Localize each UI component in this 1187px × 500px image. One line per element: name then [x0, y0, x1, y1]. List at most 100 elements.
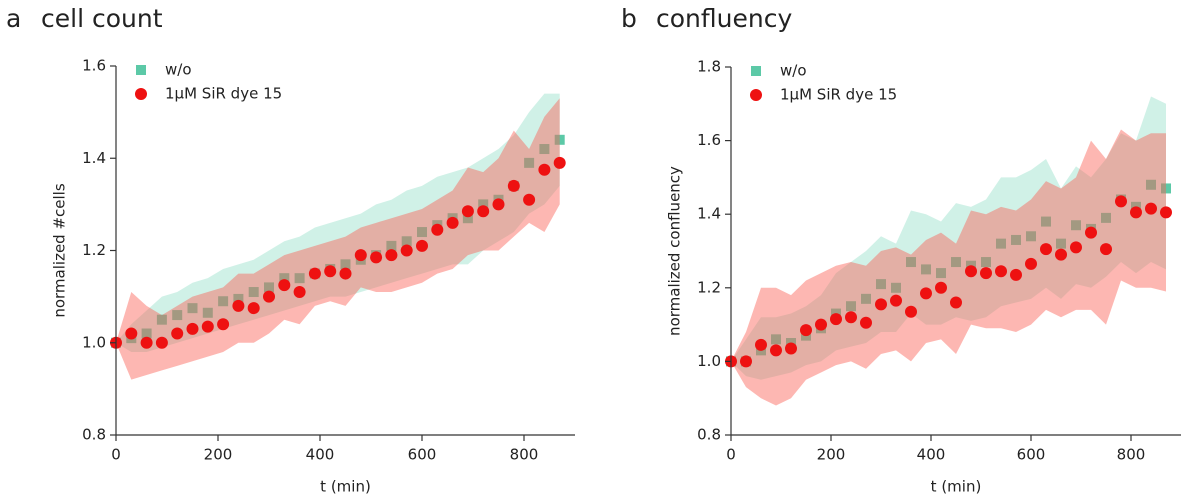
- data-point: [1145, 202, 1157, 215]
- data-point: [233, 293, 244, 304]
- data-point: [202, 307, 213, 318]
- y-tick-label: 1.6: [82, 57, 106, 75]
- data-point: [554, 134, 565, 145]
- data-point: [1161, 183, 1171, 194]
- x-tick-label: 400: [917, 446, 946, 464]
- data-point: [1040, 243, 1052, 256]
- data-point: [186, 322, 199, 335]
- data-point: [785, 342, 797, 355]
- data-point: [278, 279, 291, 292]
- x-tick-label: 600: [408, 446, 437, 464]
- data-point: [340, 259, 351, 270]
- data-point: [1160, 206, 1172, 219]
- data-point: [951, 257, 961, 268]
- data-point: [740, 355, 752, 368]
- data-point: [538, 163, 551, 176]
- y-tick-label: 1.2: [697, 278, 721, 296]
- panel-title: cell count: [41, 4, 163, 33]
- y-tick-label: 1.4: [697, 205, 721, 223]
- data-point: [553, 156, 566, 169]
- legend-marker: [136, 65, 146, 75]
- legend-marker: [135, 88, 147, 100]
- panel-label: a: [6, 4, 21, 33]
- data-point: [815, 318, 827, 331]
- legend-label: 1µM SiR dye 15: [165, 85, 282, 103]
- data-point: [400, 244, 413, 257]
- data-point: [171, 327, 184, 340]
- data-point: [846, 301, 856, 312]
- legend-label: w/o: [780, 62, 807, 80]
- data-point: [370, 251, 383, 264]
- data-point: [232, 299, 245, 312]
- x-tick-label: 200: [204, 446, 233, 464]
- x-tick-label: 0: [726, 446, 736, 464]
- legend-marker: [751, 66, 761, 76]
- data-point: [920, 287, 932, 300]
- data-point: [1041, 216, 1051, 227]
- data-point: [1026, 231, 1036, 242]
- y-tick-label: 0.8: [82, 426, 106, 444]
- data-point: [921, 264, 931, 275]
- data-point: [416, 239, 428, 252]
- data-point: [431, 223, 444, 236]
- data-point: [324, 265, 337, 278]
- data-point: [140, 336, 153, 349]
- data-point: [1115, 195, 1127, 208]
- data-point: [354, 249, 367, 262]
- panel-label: b: [621, 4, 637, 33]
- x-tick-label: 200: [817, 446, 846, 464]
- data-point: [861, 293, 871, 304]
- data-point: [1101, 212, 1111, 223]
- data-point: [1010, 268, 1022, 281]
- data-point: [905, 305, 917, 318]
- data-point: [217, 318, 230, 331]
- data-point: [1130, 206, 1142, 219]
- data-point: [1011, 234, 1021, 245]
- data-point: [891, 282, 901, 293]
- data-point: [248, 287, 259, 298]
- data-point: [264, 282, 274, 293]
- data-point: [996, 238, 1006, 249]
- data-point: [172, 310, 183, 321]
- data-point: [906, 257, 916, 268]
- data-point: [293, 286, 306, 299]
- data-point: [860, 316, 872, 329]
- data-point: [890, 294, 902, 307]
- data-point: [263, 290, 275, 303]
- y-tick-label: 0.8: [697, 426, 721, 444]
- panel: b confluency w/o 1µM SiR dye 15 0.8 1.0 1.2 1.4…: [621, 4, 1181, 496]
- data-point: [462, 213, 473, 224]
- data-point: [980, 267, 992, 280]
- data-point: [477, 205, 490, 218]
- data-point: [771, 334, 781, 345]
- data-point: [218, 296, 229, 307]
- y-tick-label: 1.6: [697, 131, 721, 149]
- legend-label: 1µM SiR dye 15: [780, 86, 897, 104]
- data-point: [965, 265, 977, 278]
- data-point: [201, 320, 214, 333]
- data-point: [385, 249, 398, 262]
- data-point: [830, 313, 842, 326]
- x-axis-label: t (min): [931, 478, 982, 496]
- data-point: [1100, 243, 1112, 256]
- y-axis-label: normalized confluency: [666, 166, 684, 336]
- data-point: [507, 179, 520, 192]
- legend-label: w/o: [165, 61, 192, 79]
- legend-marker: [750, 89, 762, 101]
- data-point: [770, 344, 782, 357]
- data-point: [1025, 257, 1037, 270]
- data-point: [187, 303, 198, 314]
- x-tick-label: 600: [1017, 446, 1046, 464]
- data-point: [461, 205, 474, 218]
- data-point: [1071, 220, 1081, 231]
- data-point: [800, 324, 812, 337]
- data-point: [1146, 179, 1156, 190]
- y-tick-label: 1.0: [82, 333, 106, 351]
- data-point: [339, 267, 352, 280]
- data-point: [386, 240, 397, 251]
- data-point: [156, 314, 167, 325]
- data-point: [294, 273, 305, 284]
- x-tick-label: 400: [306, 446, 335, 464]
- data-point: [247, 302, 260, 315]
- data-point: [125, 327, 138, 340]
